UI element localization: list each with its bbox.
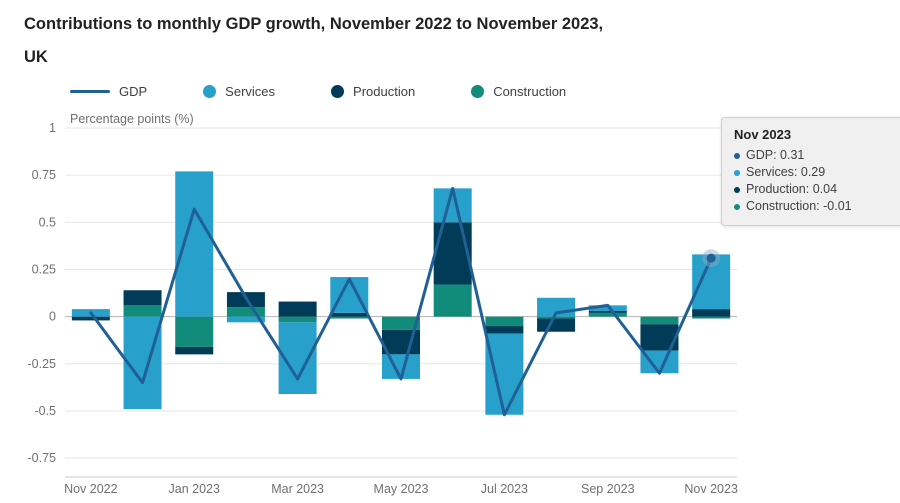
bar-segment-construction[interactable] bbox=[330, 316, 369, 319]
y-tick-label: 0.75 bbox=[32, 168, 56, 182]
bar-segment-production[interactable] bbox=[71, 316, 110, 321]
tooltip: Nov 2023 GDP: 0.31 Services: 0.29 Producti… bbox=[721, 117, 900, 226]
x-tick-label: Nov 2023 bbox=[684, 482, 738, 496]
bar-segment-services[interactable] bbox=[640, 350, 679, 374]
legend: GDP Services Production Construction bbox=[70, 84, 566, 99]
bar-segment-services[interactable] bbox=[692, 254, 731, 310]
bullet-icon bbox=[734, 169, 740, 176]
tooltip-item-gdp: GDP: 0.31 bbox=[734, 147, 900, 164]
tooltip-item-text: Production: 0.04 bbox=[746, 182, 838, 196]
bar-segment-construction[interactable] bbox=[123, 305, 162, 317]
tooltip-item-text: Services: 0.29 bbox=[746, 165, 826, 179]
y-tick-label: 1 bbox=[49, 121, 56, 135]
legend-marker-construction-icon bbox=[471, 85, 485, 98]
tooltip-item-services: Services: 0.29 bbox=[734, 164, 900, 181]
bar-segment-services[interactable] bbox=[123, 316, 162, 410]
bar-segment-construction[interactable] bbox=[433, 284, 472, 317]
x-tick-label: Sep 2023 bbox=[581, 482, 635, 496]
tooltip-item-text: Construction: -0.01 bbox=[746, 199, 852, 213]
chart-title: Contributions to monthly GDP growth, Nov… bbox=[24, 8, 603, 74]
gdp-line[interactable] bbox=[89, 186, 713, 417]
tooltip-item-text: GDP: 0.31 bbox=[746, 148, 805, 162]
bar-segment-production[interactable] bbox=[175, 346, 214, 355]
y-tick-label: -0.5 bbox=[34, 404, 56, 418]
y-tick-label: -0.75 bbox=[28, 451, 57, 465]
y-tick-label: 0.5 bbox=[39, 215, 56, 229]
bar-segment-construction[interactable] bbox=[226, 307, 265, 317]
bar-segment-services[interactable] bbox=[226, 316, 265, 323]
legend-marker-gdp-icon bbox=[70, 90, 110, 93]
bar-segment-construction[interactable] bbox=[278, 316, 317, 323]
bar-segment-production[interactable] bbox=[537, 318, 576, 332]
bar-segment-construction[interactable] bbox=[175, 316, 214, 347]
bar-segment-construction[interactable] bbox=[692, 316, 731, 319]
bar-segment-production[interactable] bbox=[692, 309, 731, 317]
bar-segment-services[interactable] bbox=[588, 305, 627, 311]
bar-segment-production[interactable] bbox=[485, 326, 524, 334]
x-tick-label: Mar 2023 bbox=[271, 482, 324, 496]
tooltip-title: Nov 2023 bbox=[734, 127, 792, 142]
chart-title-line2: UK bbox=[24, 48, 48, 66]
y-axis-title: Percentage points (%) bbox=[70, 112, 194, 126]
chart-title-line1: Contributions to monthly GDP growth, Nov… bbox=[24, 15, 604, 33]
bar-segment-production[interactable] bbox=[123, 290, 162, 306]
bar-segment-production[interactable] bbox=[330, 312, 369, 317]
x-tick-label: May 2023 bbox=[374, 482, 429, 496]
legend-marker-services-icon bbox=[203, 85, 217, 98]
y-tick-label: 0 bbox=[49, 310, 56, 324]
x-tick-label: Nov 2022 bbox=[64, 482, 118, 496]
bar-segment-construction[interactable] bbox=[537, 316, 576, 319]
y-tick-label: 0.25 bbox=[32, 262, 56, 276]
bar-segment-production[interactable] bbox=[588, 310, 627, 313]
bar-segment-construction[interactable] bbox=[588, 312, 627, 317]
legend-label: Services bbox=[225, 84, 276, 99]
legend-item-production[interactable]: Production bbox=[331, 84, 415, 99]
hover-point[interactable] bbox=[706, 253, 716, 263]
bar-segment-construction[interactable] bbox=[640, 316, 679, 325]
legend-item-construction[interactable]: Construction bbox=[471, 84, 566, 99]
bullet-icon bbox=[734, 203, 740, 210]
bullet-icon bbox=[734, 152, 740, 159]
x-tick-label: Jul 2023 bbox=[481, 482, 528, 496]
legend-label: Production bbox=[353, 84, 416, 99]
legend-label: GDP bbox=[119, 84, 148, 99]
tooltip-items: GDP: 0.31 Services: 0.29 Production: 0.04 C… bbox=[734, 147, 900, 215]
tooltip-item-production: Production: 0.04 bbox=[734, 181, 900, 198]
legend-marker-production-icon bbox=[331, 85, 345, 98]
y-tick-label: -0.25 bbox=[28, 357, 57, 371]
legend-label: Construction bbox=[493, 84, 567, 99]
bullet-icon bbox=[734, 186, 740, 193]
bar-segment-services[interactable] bbox=[330, 277, 369, 313]
legend-item-gdp[interactable]: GDP bbox=[70, 84, 147, 99]
x-tick-label: Jan 2023 bbox=[169, 482, 220, 496]
bar-segment-services[interactable] bbox=[175, 171, 214, 317]
legend-item-services[interactable]: Services bbox=[203, 84, 275, 99]
bar-segment-services[interactable] bbox=[485, 333, 524, 415]
bar-segment-construction[interactable] bbox=[382, 316, 420, 330]
tooltip-item-construction: Construction: -0.01 bbox=[734, 198, 900, 215]
bar-segment-production[interactable] bbox=[278, 301, 317, 317]
bar-segment-construction[interactable] bbox=[485, 316, 524, 327]
